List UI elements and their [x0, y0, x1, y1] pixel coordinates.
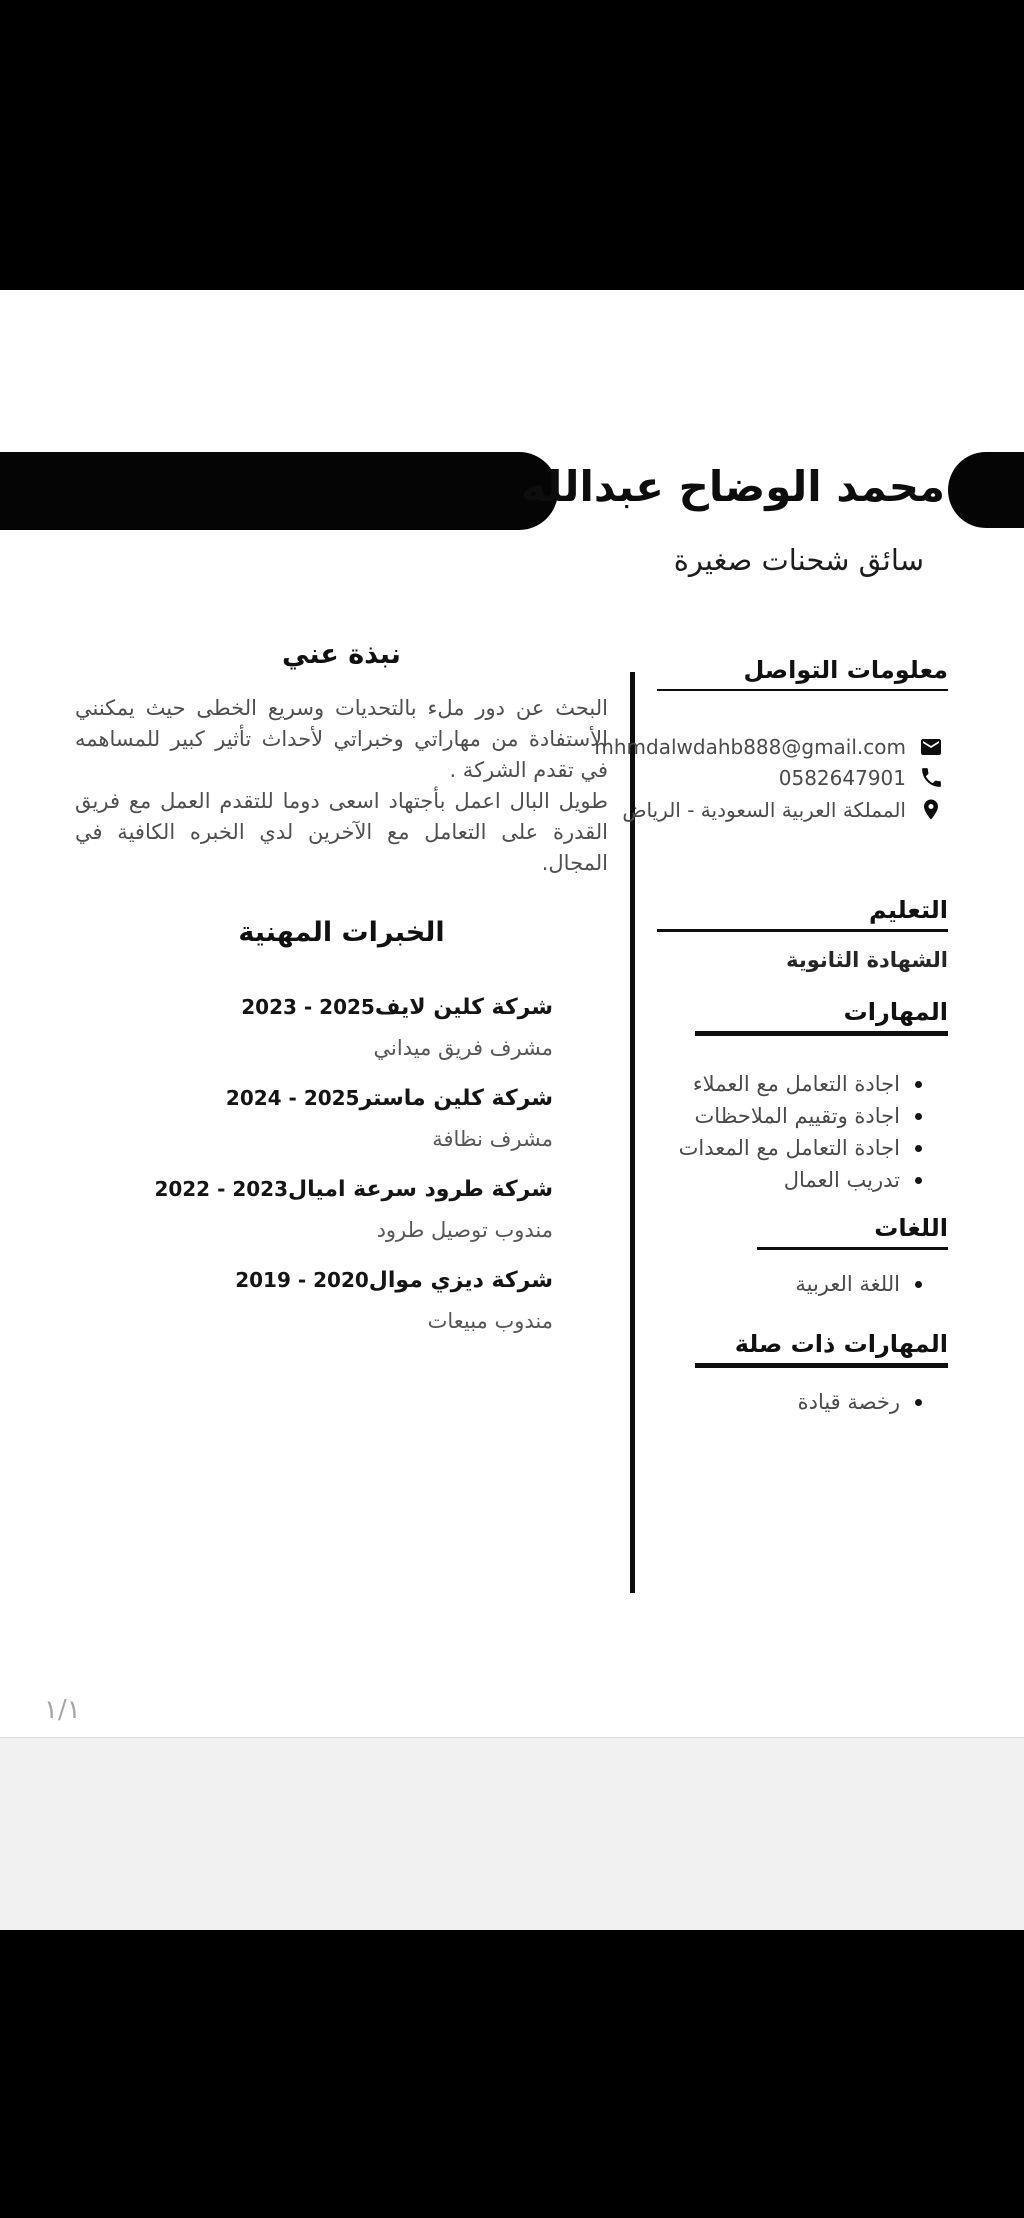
job-entry: شركة طرود سرعة اميال 2022 - 2023 مندوب ت… [154, 1176, 553, 1243]
list-item: اجادة التعامل مع العملاء [657, 1072, 922, 1096]
about-paragraph-2: طويل البال اعمل بأجتهاد اسعى دوما للتقدم… [75, 789, 608, 875]
job-role: مشرف فريق ميداني [373, 1036, 553, 1060]
about-paragraph-1: البحث عن دور ملء بالتحديات وسريع الخطى ح… [75, 696, 608, 782]
job-company: شركة ديزي موال [368, 1268, 553, 1293]
skills-list: اجادة التعامل مع العملاء اجادة وتقييم ال… [657, 1072, 948, 1192]
languages-heading: اللغات [874, 1214, 948, 1242]
job-entry: شركة كلين لايف 2023 - 2025 مشرف فريق ميد… [241, 994, 553, 1061]
section-underline [695, 1363, 948, 1368]
email-value: mhmdalwdahb888@gmail.com [594, 734, 906, 759]
job-entry: شركة كلين ماستر 2024 - 2025 مشرف نظافة [226, 1085, 553, 1152]
job-dates: 2023 - 2025 [241, 995, 375, 1019]
main-column: نبذة عني البحث عن دور ملء بالتحديات وسري… [75, 638, 608, 1358]
education-section: التعليم الشهادة الثانوية [657, 894, 948, 972]
job-dates: 2024 - 2025 [225, 1086, 360, 1110]
job-company: شركة كلين ماستر [359, 1086, 553, 1111]
sidebar-column: معلومات التواصل mhmdalwdahb888@gmail.com… [594, 654, 948, 1422]
bullet-dot [915, 1080, 922, 1088]
column-divider [630, 672, 635, 1593]
related-skills-heading: المهارات ذات صلة [734, 1330, 948, 1358]
job-role: مندوب مبيعات [427, 1309, 553, 1333]
list-item: اجادة وتقييم الملاحظات [657, 1104, 922, 1128]
bottom-black-bar [0, 1930, 1024, 2218]
footer-gray-band [0, 1737, 1024, 1930]
contact-section: معلومات التواصل mhmdalwdahb888@gmail.com… [594, 654, 948, 824]
list-item: اللغة العربية [657, 1272, 922, 1296]
contact-heading: معلومات التواصل [743, 656, 948, 684]
job-dates: 2019 - 2020 [235, 1268, 369, 1292]
related-skills-section: المهارات ذات صلة رخصة قيادة [657, 1328, 948, 1414]
header-right-black-bar [948, 452, 1024, 528]
contact-list: mhmdalwdahb888@gmail.com 0582647901 المم… [594, 733, 948, 824]
skills-heading: المهارات [843, 998, 948, 1026]
list-item: رخصة قيادة [657, 1390, 922, 1414]
phone-icon [914, 765, 948, 790]
job-role: مشرف نظافة [432, 1127, 553, 1151]
job-company: شركة طرود سرعة اميال [288, 1177, 553, 1202]
about-heading: نبذة عني [282, 639, 401, 670]
job-role: مندوب توصيل طرود [376, 1218, 553, 1242]
languages-list: اللغة العربية [657, 1272, 948, 1296]
education-heading: التعليم [869, 896, 948, 924]
location-value: المملكة العربية السعودية - الرياض [622, 797, 906, 822]
contact-row-location: المملكة العربية السعودية - الرياض [622, 795, 948, 824]
section-underline [657, 929, 948, 932]
related-skills-list: رخصة قيادة [657, 1390, 948, 1414]
contact-row-phone: 0582647901 [657, 764, 948, 791]
about-text: البحث عن دور ملء بالتحديات وسريع الخطى ح… [75, 693, 608, 879]
section-underline [757, 1247, 948, 1250]
location-pin-icon [914, 795, 948, 824]
envelope-icon [914, 735, 948, 759]
resume-page: محمد الوضاح عبدالله سائق شحنات صغيرة نبذ… [0, 290, 1024, 1737]
bullet-dot [915, 1280, 922, 1288]
bullet-dot [915, 1176, 922, 1184]
bullet-dot [915, 1398, 922, 1406]
skills-section: المهارات اجادة التعامل مع العملاء اجادة … [657, 996, 948, 1192]
contact-row-email: mhmdalwdahb888@gmail.com [594, 733, 948, 760]
section-underline [657, 689, 948, 691]
job-company: شركة كلين لايف [374, 995, 553, 1020]
experience-heading: الخبرات المهنية [238, 917, 445, 948]
education-item: الشهادة الثانوية [786, 948, 948, 972]
person-name: محمد الوضاح عبدالله [521, 462, 945, 511]
job-entry: شركة ديزي موال 2019 - 2020 مندوب مبيعات [235, 1267, 553, 1334]
experience-list: شركة كلين لايف 2023 - 2025 مشرف فريق ميد… [154, 994, 553, 1334]
bullet-dot [915, 1112, 922, 1120]
page-number: ١/١ [44, 1695, 81, 1725]
list-item: تدريب العمال [657, 1168, 922, 1192]
section-underline [695, 1031, 948, 1036]
job-dates: 2022 - 2023 [154, 1177, 288, 1201]
phone-value: 0582647901 [778, 765, 906, 790]
top-black-bar [0, 0, 1024, 290]
languages-section: اللغات اللغة العربية [657, 1212, 948, 1296]
job-title: سائق شحنات صغيرة [673, 543, 924, 577]
header-left-black-bar [0, 452, 558, 530]
list-item: اجادة التعامل مع المعدات [657, 1136, 922, 1160]
bullet-dot [915, 1144, 922, 1152]
